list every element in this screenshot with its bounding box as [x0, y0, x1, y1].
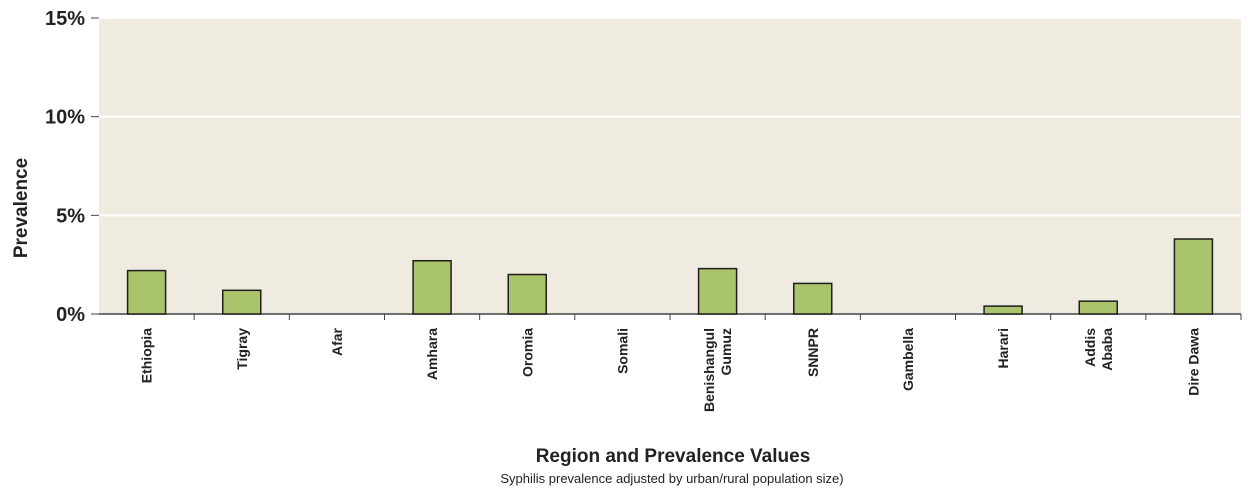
x-tick-label: Afar: [329, 327, 345, 356]
y-tick-label: 15%: [45, 8, 85, 30]
bar: [507, 273, 547, 315]
x-tick-label: Oromia: [519, 328, 535, 377]
x-tick-label: SNNPR: [805, 328, 821, 377]
x-tick-label: Gambella: [900, 328, 916, 391]
x-axis-ticks: Ethiopia Tigray Afar Amhara Oromia Somali Beni…: [139, 314, 1242, 412]
x-axis-label: Region and Prevalence Values: [536, 446, 811, 467]
x-tick-label: Gumuz: [718, 328, 734, 375]
plot-background: [99, 18, 1241, 314]
gridlines: [99, 17, 1241, 217]
bar: [126, 269, 167, 315]
x-tick-label: Harari: [995, 328, 1011, 368]
x-tick-label: Ababa: [1099, 328, 1115, 371]
y-axis-ticks: 0% 5% 10% 15%: [45, 8, 99, 326]
y-axis-label: Prevalence: [11, 158, 32, 258]
bar: [412, 259, 452, 315]
y-tick-label: 5%: [56, 205, 85, 227]
x-tick-label: Benishangul: [701, 328, 717, 412]
x-tick-label: Amhara: [424, 328, 440, 380]
bar: [1078, 300, 1118, 315]
x-tick-label: Tigray: [234, 328, 250, 370]
x-tick-label: Addis: [1082, 328, 1098, 367]
x-tick-label: Ethiopia: [139, 328, 155, 383]
bar: [793, 282, 833, 315]
y-tick-label: 10%: [45, 107, 85, 129]
bar: [222, 289, 262, 315]
bar: [697, 267, 738, 315]
x-tick-label: Dire Dawa: [1185, 328, 1201, 396]
chart-subtitle: Syphilis prevalence adjusted by urban/ru…: [500, 471, 843, 486]
x-tick-label: Somali: [614, 328, 630, 374]
y-tick-label: 0%: [56, 304, 85, 326]
bar: [1173, 238, 1214, 315]
bars: [126, 238, 1214, 315]
bar: [983, 305, 1023, 315]
